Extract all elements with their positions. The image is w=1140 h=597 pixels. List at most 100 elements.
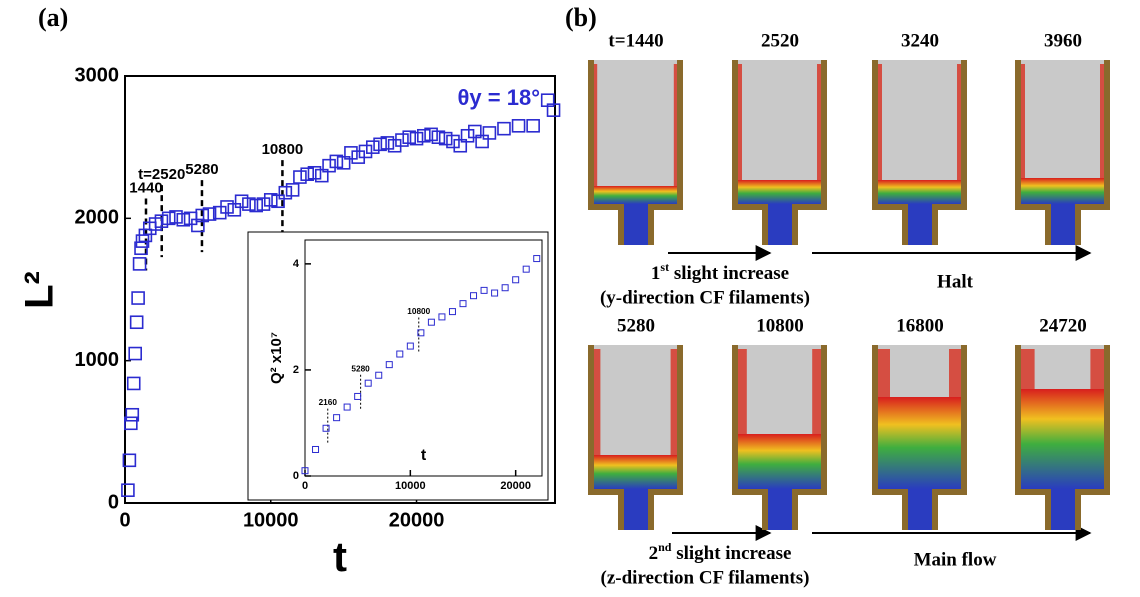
- time-label: 24720: [1039, 315, 1087, 336]
- data-point: [402, 130, 417, 145]
- caption-part: slight increase: [671, 543, 791, 564]
- outlet-inner: [1051, 485, 1075, 530]
- data-point: [343, 403, 351, 411]
- particles-bottom: [738, 180, 821, 204]
- data-point: [482, 126, 497, 140]
- time-label: t=1440: [608, 30, 663, 51]
- y-tick-label: 2000: [75, 207, 120, 229]
- data-point: [278, 185, 293, 200]
- event-label: 5280: [351, 364, 370, 373]
- data-point: [256, 197, 271, 211]
- outlet-inner: [768, 200, 792, 245]
- y-tick-label: 0: [293, 470, 299, 482]
- particles-bottom: [878, 397, 961, 489]
- data-point: [533, 255, 541, 263]
- data-point: [438, 131, 453, 146]
- data-point: [132, 257, 147, 271]
- snapshot: [588, 345, 683, 530]
- data-point: [333, 414, 341, 422]
- data-point: [522, 265, 530, 273]
- data-point: [227, 202, 242, 217]
- caption: Halt: [937, 271, 974, 292]
- inset-x-label: t: [421, 447, 427, 464]
- data-point: [385, 361, 393, 369]
- particles-side: [817, 64, 821, 180]
- data-point: [121, 483, 135, 497]
- x-tick-label: 10000: [395, 480, 426, 492]
- data-point: [195, 208, 210, 223]
- data-point: [128, 346, 143, 361]
- particles-bottom: [738, 434, 821, 489]
- data-point: [336, 156, 351, 170]
- data-point: [312, 445, 320, 453]
- caption: 2nd slight increase: [649, 540, 792, 565]
- data-point: [512, 276, 520, 284]
- data-point: [124, 416, 138, 431]
- data-point: [395, 133, 409, 147]
- data-point: [285, 183, 300, 197]
- data-point: [126, 376, 141, 391]
- data-point: [511, 119, 526, 133]
- container-inner: [594, 60, 677, 204]
- data-point: [122, 453, 137, 468]
- data-point: [526, 119, 540, 133]
- particles-side: [878, 64, 882, 180]
- particles-side: [738, 64, 742, 180]
- outlet-inner: [908, 200, 932, 245]
- data-point: [307, 165, 322, 180]
- data-point: [546, 103, 561, 117]
- data-point: [293, 170, 307, 184]
- snapshot: [588, 60, 683, 245]
- event-label: 2160: [319, 398, 338, 407]
- event-label: 5280: [185, 161, 218, 178]
- particles-side: [738, 349, 747, 434]
- data-point: [300, 167, 315, 182]
- x-tick-label: 20000: [389, 509, 445, 531]
- data-point: [242, 197, 256, 211]
- data-point: [373, 137, 387, 152]
- data-point: [220, 200, 234, 214]
- event-label: 10800: [407, 307, 430, 316]
- particles-side: [594, 64, 598, 186]
- caption: (z-direction CF filaments): [601, 567, 810, 588]
- outlet-inner: [1051, 200, 1075, 245]
- x-tick-label: 20000: [500, 480, 531, 492]
- data-point: [314, 168, 329, 183]
- caption: (y-direction CF filaments): [600, 287, 810, 308]
- data-point: [358, 144, 373, 159]
- particles-side: [673, 64, 677, 186]
- data-point: [501, 284, 509, 292]
- data-point: [448, 308, 456, 316]
- x-tick-label: 10000: [243, 509, 299, 531]
- data-point: [322, 424, 330, 432]
- y-tick-label: 4: [293, 258, 300, 270]
- y-tick-label: 3000: [75, 64, 120, 86]
- outlet-inner: [908, 485, 932, 530]
- data-point: [329, 154, 344, 169]
- data-point: [271, 194, 285, 209]
- data-point: [480, 286, 488, 294]
- outlet-inner: [624, 485, 648, 530]
- particles-bottom: [1021, 178, 1104, 204]
- data-point: [453, 138, 468, 153]
- particles-side: [949, 349, 961, 397]
- particles-side: [594, 349, 601, 455]
- data-point: [364, 379, 372, 387]
- data-point: [125, 407, 140, 422]
- data-point: [475, 134, 489, 149]
- snapshot: [1015, 60, 1110, 245]
- data-point: [263, 193, 278, 207]
- data-point: [365, 140, 380, 154]
- time-label: 16800: [896, 315, 944, 336]
- data-point: [438, 313, 446, 321]
- x-axis-label: t: [333, 533, 347, 580]
- event-label: 1440: [129, 179, 162, 196]
- data-point: [431, 130, 446, 145]
- panel-label: (a): [38, 3, 68, 32]
- y-tick-label: 2: [293, 364, 299, 376]
- particles-side: [1021, 349, 1035, 389]
- data-point: [468, 124, 482, 139]
- data-point: [322, 158, 336, 173]
- time-label: 10800: [756, 315, 804, 336]
